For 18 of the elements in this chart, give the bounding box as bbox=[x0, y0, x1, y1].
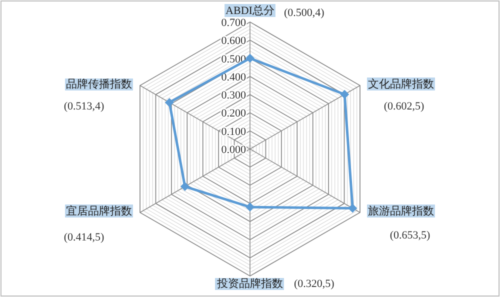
spoke-label: 宜居品牌指数 bbox=[66, 204, 132, 218]
spoke-label: ABDI总分 bbox=[226, 4, 274, 17]
y-tick-label: 0.400 bbox=[221, 71, 246, 84]
y-tick-label: 0.600 bbox=[221, 35, 246, 48]
text: (0.320,5) bbox=[294, 278, 335, 290]
spoke-label: 品牌传播指数 bbox=[66, 78, 132, 90]
text: (0.602,5) bbox=[384, 100, 424, 112]
y-tick-label: 0.700 bbox=[221, 17, 246, 29]
spoke-label: 投资品牌指数 bbox=[216, 278, 283, 290]
y-tick-label: 0.100 bbox=[221, 126, 246, 138]
spoke-label: 旅游品牌指数 bbox=[368, 204, 434, 218]
spoke-label: 文化品牌指数 bbox=[368, 78, 434, 90]
text: (0.653,5) bbox=[390, 230, 430, 242]
y-tick-label: 0.300 bbox=[221, 90, 246, 102]
text: (0.513,4) bbox=[64, 100, 105, 112]
text: (0.414,5) bbox=[64, 232, 105, 244]
y-tick-label: 0.200 bbox=[221, 108, 246, 120]
text: (0.500,4) bbox=[284, 7, 325, 19]
